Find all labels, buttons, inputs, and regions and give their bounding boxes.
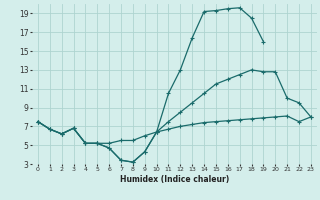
- X-axis label: Humidex (Indice chaleur): Humidex (Indice chaleur): [120, 175, 229, 184]
